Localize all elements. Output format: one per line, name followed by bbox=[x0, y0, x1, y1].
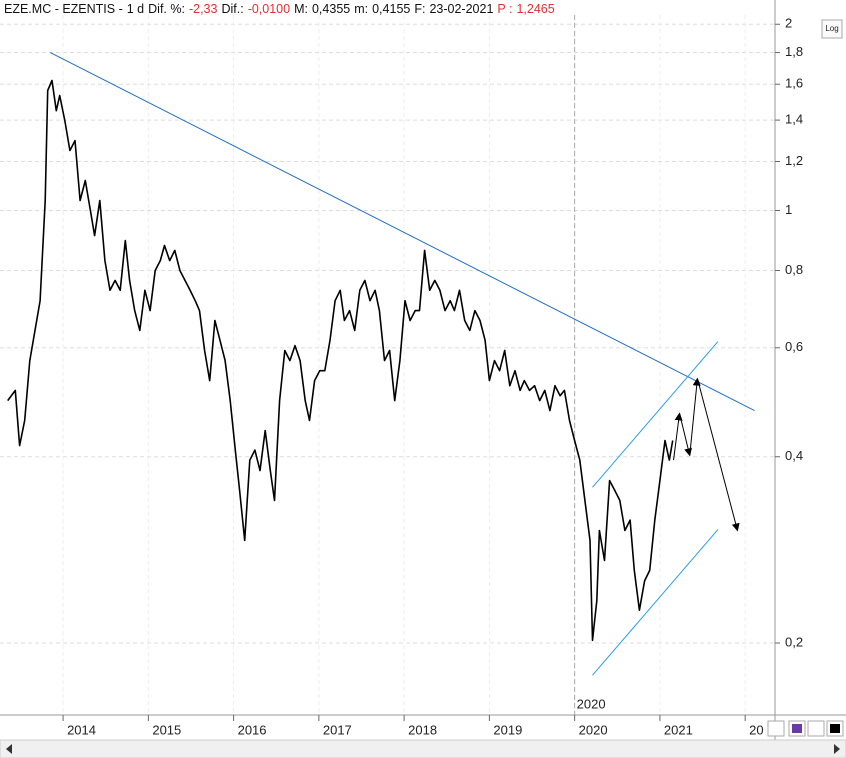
header-item: F: bbox=[414, 2, 426, 16]
y-tick-label: 0,4 bbox=[785, 448, 803, 463]
header-item: 1 d bbox=[126, 2, 145, 16]
header-item: -0,0100 bbox=[247, 2, 291, 16]
log-button[interactable] bbox=[821, 19, 843, 39]
y-tick-label: 0,8 bbox=[785, 262, 803, 277]
trendline bbox=[50, 52, 755, 412]
trendline bbox=[592, 529, 719, 676]
price-line bbox=[7, 79, 674, 642]
header-item: 23-02-2021 bbox=[429, 2, 494, 16]
y-tick-label: 1 bbox=[785, 202, 792, 217]
x-tick-label: 20 bbox=[749, 722, 763, 737]
x-tick-label: 2021 bbox=[664, 722, 693, 737]
x-tick-label: 2019 bbox=[493, 722, 522, 737]
projection-arrow bbox=[689, 377, 701, 456]
header-item: 1,2465 bbox=[516, 2, 555, 16]
header-item: Dif. %: bbox=[148, 2, 185, 16]
annotation-label: 2020 bbox=[577, 696, 606, 711]
header: EZE.MC - EZENTIS -1 d Dif. %: -2,33 Dif.: -0… bbox=[4, 2, 559, 16]
pin-button[interactable] bbox=[807, 720, 825, 737]
y-tick-label: 0,6 bbox=[785, 339, 803, 354]
y-tick-label: 1,8 bbox=[785, 44, 803, 59]
projection-arrow bbox=[696, 378, 740, 532]
projection-arrow bbox=[673, 412, 683, 461]
header-item: EZE.MC - EZENTIS - bbox=[4, 2, 123, 16]
save-icon bbox=[792, 724, 802, 733]
scroll-left[interactable] bbox=[6, 744, 12, 754]
y-tick-label: 2 bbox=[785, 16, 792, 31]
header-item: P : bbox=[497, 2, 513, 16]
y-tick-label: 1,2 bbox=[785, 153, 803, 168]
header-item: m: bbox=[354, 2, 369, 16]
x-tick-label: 2015 bbox=[152, 722, 181, 737]
color-icon bbox=[830, 724, 840, 733]
x-tick-label: 2017 bbox=[323, 722, 352, 737]
x-tick-label: 2014 bbox=[67, 722, 96, 737]
y-tick-label: 0,2 bbox=[785, 634, 803, 649]
y-tick-label: 1,6 bbox=[785, 76, 803, 91]
trendline bbox=[592, 341, 719, 488]
scrollbar[interactable] bbox=[0, 739, 846, 758]
x-tick-label: 2020 bbox=[579, 722, 608, 737]
scroll-right[interactable] bbox=[834, 744, 840, 754]
x-tick-label: 2018 bbox=[408, 722, 437, 737]
header-item: 0,4155 bbox=[372, 2, 411, 16]
log-button-label[interactable]: Log bbox=[825, 24, 838, 33]
projection-arrow bbox=[679, 413, 692, 457]
y-tick-label: 1,4 bbox=[785, 112, 803, 127]
header-item: 0,4355 bbox=[311, 2, 351, 16]
zoom-button[interactable] bbox=[767, 720, 785, 737]
header-item: -2,33 bbox=[188, 2, 218, 16]
header-item: Dif.: bbox=[221, 2, 244, 16]
header-item: M: bbox=[294, 2, 308, 16]
x-tick-label: 2016 bbox=[238, 722, 267, 737]
